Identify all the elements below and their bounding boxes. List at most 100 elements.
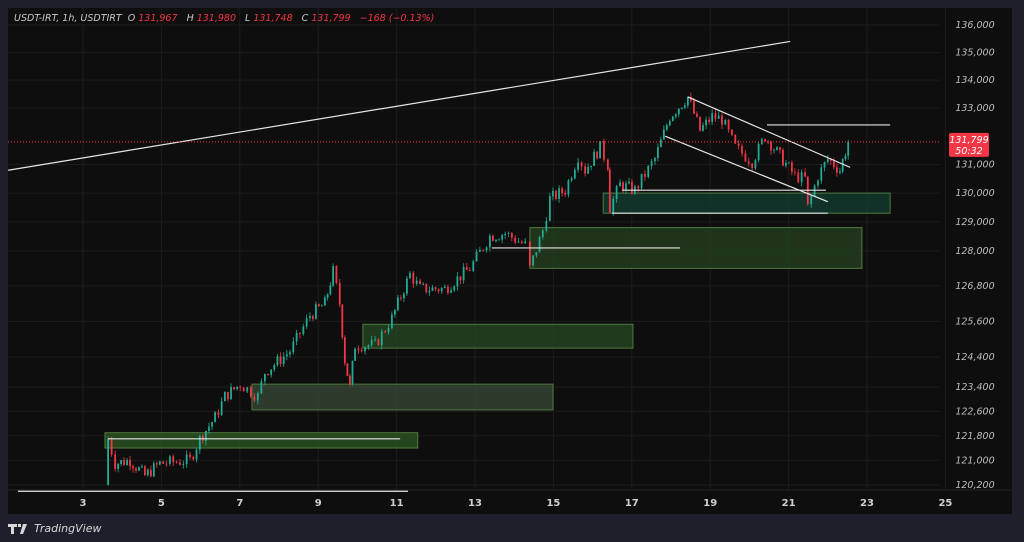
- candle-up: [817, 180, 819, 186]
- brand-name: TradingView: [34, 522, 102, 535]
- candle-down: [514, 237, 517, 243]
- candle-down: [721, 115, 723, 125]
- candle-up: [403, 293, 405, 299]
- candle-up: [593, 151, 595, 166]
- candle-down: [192, 457, 195, 460]
- candle-up: [773, 149, 775, 151]
- candle-up: [524, 241, 527, 244]
- candle-down: [606, 159, 609, 170]
- candle-up: [236, 386, 239, 390]
- candle-up: [823, 162, 826, 168]
- candle-up: [195, 449, 198, 460]
- candle-up: [628, 181, 630, 184]
- channel-lower: [664, 135, 829, 203]
- candle-down: [747, 161, 750, 164]
- time-tick-label: 7: [236, 498, 243, 509]
- candle-up: [230, 387, 232, 400]
- long-trendline: [8, 40, 791, 171]
- candle-up: [168, 456, 171, 464]
- candle-up: [683, 105, 686, 108]
- candle-up: [141, 466, 143, 468]
- candle-up: [120, 460, 123, 464]
- candle-down: [510, 233, 513, 238]
- candle-up: [305, 318, 308, 327]
- candle-up: [686, 96, 689, 106]
- price-tick-label: 129,000: [955, 217, 994, 228]
- candle-up: [705, 119, 707, 126]
- candle-up: [724, 120, 727, 125]
- candle-down: [696, 113, 698, 117]
- open-value: 131,967: [138, 13, 178, 24]
- low-value: 131,748: [253, 13, 293, 24]
- candle-down: [343, 337, 346, 364]
- candle-down: [172, 456, 175, 463]
- candle-up: [270, 369, 273, 375]
- candle-up: [208, 426, 210, 432]
- demand-zone: [602, 192, 891, 214]
- time-tick-label: 19: [703, 498, 717, 509]
- candle-up: [431, 287, 434, 291]
- candle-up: [647, 165, 650, 177]
- candle-up: [276, 356, 279, 365]
- candle-up: [711, 113, 714, 122]
- price-tick-label: 128,000: [955, 246, 994, 257]
- candle-down: [790, 162, 793, 172]
- candle-up: [282, 356, 285, 364]
- candle-down: [603, 141, 605, 160]
- candle-down: [693, 100, 695, 114]
- candle-up: [370, 340, 373, 346]
- candle-down: [731, 129, 733, 135]
- candle-up: [573, 169, 576, 179]
- candle-up: [428, 290, 431, 293]
- candle-down: [360, 349, 363, 352]
- candle-up: [198, 435, 201, 450]
- candle-up: [422, 283, 425, 285]
- candle-down: [644, 173, 646, 177]
- candle-up: [117, 463, 120, 469]
- candle-up: [495, 239, 497, 242]
- candle-up: [289, 352, 291, 355]
- candle-up: [558, 188, 560, 199]
- candle-down: [584, 166, 587, 174]
- candle-up: [548, 196, 551, 221]
- candle-up: [450, 290, 452, 293]
- candle-down: [155, 463, 158, 465]
- candle-up: [662, 129, 665, 140]
- candle-up: [826, 158, 829, 163]
- candle-up: [538, 237, 541, 253]
- candle-up: [680, 107, 683, 109]
- candle-up: [246, 387, 249, 392]
- candle-up: [587, 167, 590, 174]
- candle-down: [149, 469, 152, 477]
- candle-down: [767, 141, 769, 142]
- candle-down: [520, 241, 523, 244]
- candle-down: [482, 249, 485, 251]
- candle-down: [580, 162, 583, 167]
- candle-up: [380, 331, 383, 346]
- candle-up: [214, 412, 217, 423]
- candle-down: [608, 169, 611, 213]
- candle-down: [165, 463, 168, 465]
- candle-up: [615, 186, 618, 199]
- candle-up: [674, 114, 677, 117]
- price-tick-label: 130,000: [955, 188, 994, 199]
- candle-down: [412, 272, 415, 284]
- candle-up: [479, 249, 481, 252]
- candle-down: [162, 461, 165, 464]
- candle-up: [776, 147, 778, 150]
- tradingview-logo-icon: [8, 523, 27, 534]
- candle-up: [498, 239, 500, 241]
- candle-up: [570, 178, 573, 181]
- candle-down: [637, 186, 640, 189]
- candle-up: [754, 160, 757, 169]
- candle-down: [217, 412, 220, 415]
- candle-up: [406, 278, 408, 294]
- candle-up: [640, 173, 643, 189]
- demand-zone: [362, 323, 634, 349]
- candle-up: [625, 183, 627, 191]
- low-label: L: [245, 13, 251, 24]
- candle-down: [764, 139, 766, 142]
- last-price-label: 131,799 50:32: [949, 132, 989, 157]
- symbol-info[interactable]: USDT-IRT, 1h, USDTIRT: [14, 13, 122, 24]
